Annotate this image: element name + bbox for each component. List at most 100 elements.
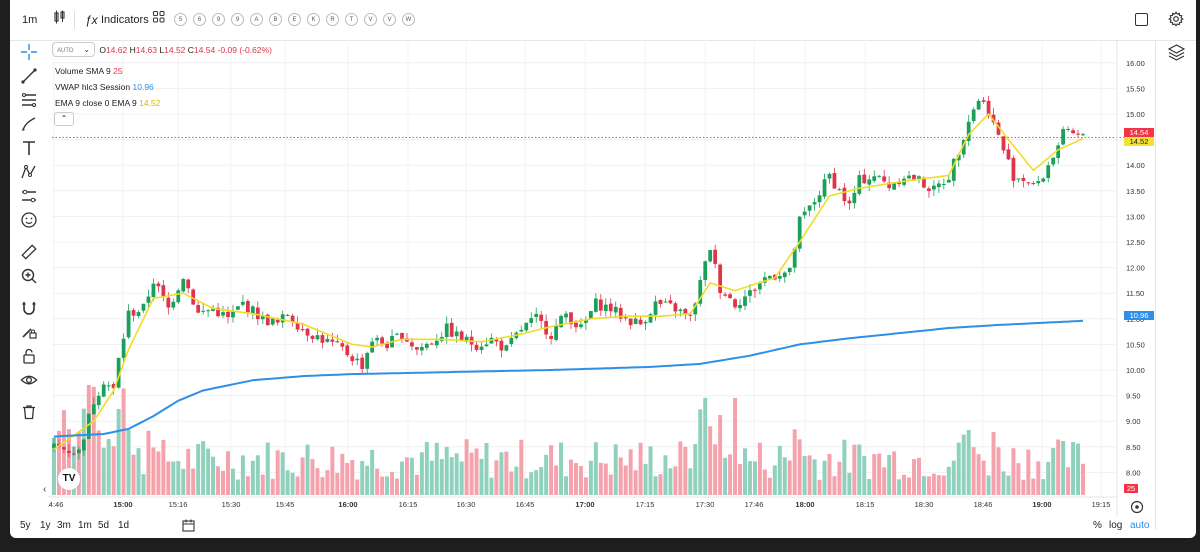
collapse-legend-button[interactable]: ⌃ <box>54 112 74 126</box>
percent-toggle[interactable]: % <box>1093 520 1102 531</box>
layers-icon[interactable] <box>1168 44 1185 61</box>
candle <box>907 175 911 179</box>
candle <box>1036 181 1041 184</box>
last-price-label: 14.54 <box>1124 128 1154 137</box>
range-button-3m[interactable]: 3m <box>57 520 71 531</box>
candles-icon[interactable] <box>54 10 66 30</box>
shortcut-button[interactable]: 5 <box>174 13 187 26</box>
shortcut-button[interactable]: E <box>288 13 301 26</box>
shortcut-button[interactable]: V <box>364 13 377 26</box>
ema-line <box>53 112 1084 451</box>
candle <box>464 336 469 342</box>
emoji-icon[interactable] <box>20 211 38 229</box>
fx-icon[interactable]: ƒx <box>85 13 98 27</box>
trash-icon[interactable] <box>20 403 38 421</box>
pattern-icon[interactable] <box>20 163 38 181</box>
candle <box>986 100 991 115</box>
volume-bar <box>698 409 703 495</box>
volume-bar <box>459 461 464 495</box>
lock-icon[interactable] <box>20 347 38 365</box>
candle <box>703 261 708 280</box>
candle <box>1071 130 1075 134</box>
candle <box>280 314 285 323</box>
candle <box>226 311 230 318</box>
candle <box>146 296 151 303</box>
shortcut-button[interactable]: 9 <box>231 13 244 26</box>
text-icon[interactable] <box>20 139 38 157</box>
candle <box>1046 165 1051 179</box>
volume-bar <box>474 448 479 495</box>
auto-toggle[interactable]: auto <box>1130 520 1150 531</box>
candle <box>847 200 852 204</box>
volume-bar <box>912 459 916 495</box>
candle <box>335 341 340 343</box>
volume-label: 25 <box>1124 484 1138 493</box>
lock-drawings-icon[interactable] <box>20 323 38 341</box>
candle <box>887 182 892 189</box>
indicators-button[interactable]: Indicators <box>101 14 149 26</box>
interval-button[interactable]: 1m <box>22 14 38 26</box>
shortcut-button[interactable]: T <box>345 13 358 26</box>
candle <box>668 300 673 304</box>
candle <box>320 335 325 343</box>
shortcut-button[interactable]: 9 <box>212 13 225 26</box>
ruler-icon[interactable] <box>20 243 38 261</box>
log-toggle[interactable]: log <box>1109 520 1123 531</box>
calendar-icon[interactable] <box>182 519 195 535</box>
zoom-in-icon[interactable] <box>20 267 38 285</box>
fullscreen-icon[interactable] <box>1135 13 1148 26</box>
vwap-legend[interactable]: VWAP hlc3 Session 10.96 <box>55 82 154 92</box>
candle <box>693 303 698 315</box>
crosshair-icon[interactable] <box>20 43 38 61</box>
y-tick-label: 8.00 <box>1126 468 1141 477</box>
y-tick-label: 9.50 <box>1126 392 1141 401</box>
goto-realtime-icon[interactable] <box>1130 500 1144 514</box>
volume-bar <box>265 442 270 495</box>
range-button-1d[interactable]: 1d <box>118 520 130 531</box>
volume-sma-legend[interactable]: Volume SMA 9 25 <box>55 66 123 76</box>
prediction-icon[interactable] <box>20 187 38 205</box>
candle <box>86 413 91 439</box>
fib-icon[interactable] <box>20 91 38 109</box>
templates-icon[interactable] <box>153 10 165 30</box>
range-button-5d[interactable]: 5d <box>98 520 110 531</box>
shortcut-button[interactable]: V <box>383 13 396 26</box>
symbol-button[interactable]: AUTO ⌄ <box>52 42 95 57</box>
volume-bar <box>583 477 588 495</box>
range-button-1m[interactable]: 1m <box>78 520 92 531</box>
candle <box>981 100 986 102</box>
candle <box>161 285 166 297</box>
volume-bar <box>598 462 603 495</box>
eye-icon[interactable] <box>20 371 38 389</box>
scroll-left-icon[interactable]: ‹ <box>43 484 47 495</box>
shortcut-button[interactable]: W <box>402 13 415 26</box>
tradingview-logo[interactable]: TV <box>58 468 80 490</box>
shortcut-button[interactable]: B <box>269 13 282 26</box>
magnet-icon[interactable] <box>20 299 38 317</box>
range-button-1y[interactable]: 1y <box>40 520 51 531</box>
candle <box>608 303 613 312</box>
candle <box>141 303 146 311</box>
shortcut-button[interactable]: K <box>307 13 320 26</box>
range-button-5y[interactable]: 5y <box>20 520 31 531</box>
volume-bar <box>743 448 747 495</box>
ema-legend[interactable]: EMA 9 close 0 EMA 9 14.52 <box>55 98 161 108</box>
brush-icon[interactable] <box>20 115 38 133</box>
shortcut-button[interactable]: R <box>326 13 339 26</box>
price-chart[interactable]: 8.008.509.009.5010.0010.5011.0011.5012.0… <box>48 40 1156 516</box>
x-tick-label: 18:15 <box>856 500 875 509</box>
trend-line-icon[interactable] <box>20 67 38 85</box>
x-tick-label: 16:45 <box>516 500 535 509</box>
candle <box>290 315 295 323</box>
candle <box>245 301 250 313</box>
settings-gear-icon[interactable] <box>1168 11 1184 31</box>
volume-bar <box>285 470 290 495</box>
y-tick-label: 16.00 <box>1126 59 1145 68</box>
volume-bar <box>444 446 449 495</box>
candle <box>897 182 901 185</box>
shortcut-button[interactable]: 6 <box>193 13 206 26</box>
shortcut-button[interactable]: A <box>250 13 263 26</box>
candle <box>236 306 240 310</box>
candle <box>76 449 81 454</box>
volume-bar <box>733 397 738 495</box>
